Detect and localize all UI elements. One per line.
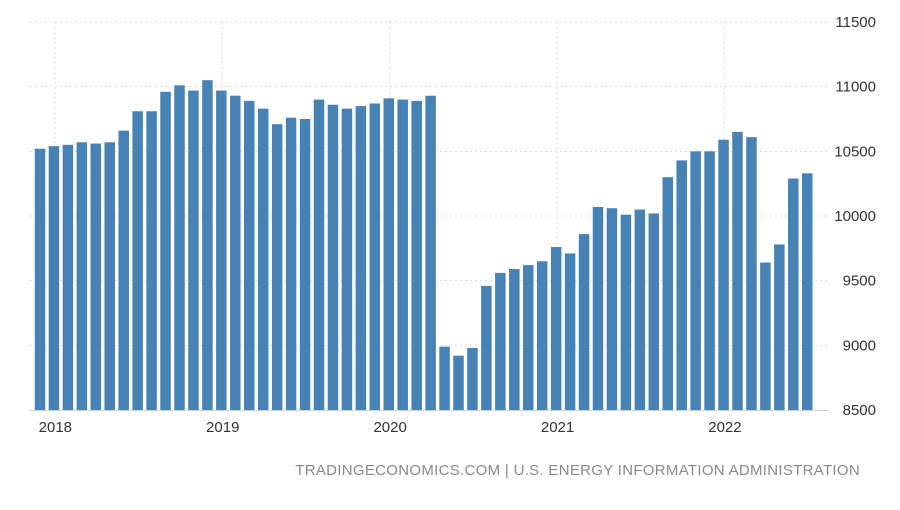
bar [369, 103, 381, 410]
bar [592, 206, 604, 410]
bar [160, 91, 171, 410]
bar [285, 117, 297, 411]
bar [774, 244, 785, 410]
bar [327, 104, 339, 411]
bar [704, 151, 715, 410]
bar [257, 108, 269, 411]
bar [495, 272, 506, 410]
x-tick-label: 2018 [39, 419, 72, 436]
bar [174, 85, 185, 411]
bar [509, 269, 520, 410]
y-tick-label: 11500 [835, 14, 876, 31]
bar [536, 261, 548, 410]
y-tick-label: 9500 [843, 273, 876, 290]
bar [146, 111, 157, 411]
bar [244, 100, 255, 410]
y-tick-label: 11000 [835, 79, 876, 96]
bar [271, 124, 283, 411]
bar [648, 213, 660, 410]
bar [355, 106, 367, 410]
bar [453, 355, 464, 410]
bar [620, 214, 632, 410]
bar [48, 146, 60, 410]
bar [676, 160, 687, 410]
bar [104, 142, 115, 410]
x-tick-label: 2021 [541, 419, 574, 436]
bar [788, 178, 799, 410]
bar [550, 247, 562, 410]
bar-series [34, 80, 813, 411]
bar [802, 173, 813, 410]
x-tick-label: 2020 [373, 419, 406, 436]
bar [467, 347, 478, 410]
bar [439, 346, 450, 410]
bar [299, 119, 311, 410]
bar [760, 262, 771, 410]
x-tick-label: 2019 [206, 419, 239, 436]
y-tick-label: 10500 [834, 143, 876, 160]
bar [523, 265, 534, 410]
bar [383, 98, 394, 410]
bar [34, 148, 46, 410]
bar [732, 131, 743, 410]
bar [397, 99, 408, 410]
bar [62, 144, 74, 410]
bar [76, 142, 88, 410]
bar [718, 139, 729, 410]
bar [411, 100, 422, 410]
y-tick-label: 8500 [843, 402, 876, 419]
bar [578, 234, 590, 410]
y-tick-label: 10000 [834, 208, 876, 225]
bar [118, 130, 129, 410]
bar [564, 253, 576, 410]
bar [216, 90, 227, 411]
bar [746, 137, 757, 411]
bar [132, 111, 143, 411]
bar [425, 95, 436, 410]
bar [90, 143, 102, 410]
axes: 11500 11000 10500 10000 9500 9000 8500 2018 2019… [30, 14, 876, 436]
bar [313, 99, 325, 410]
bar [202, 80, 213, 410]
y-tick-label: 9000 [843, 337, 876, 354]
bar [606, 208, 618, 410]
bar [481, 285, 492, 410]
bar [690, 151, 701, 410]
bar [341, 108, 353, 411]
source-attribution: TRADINGECONOMICS.COM | U.S. ENERGY INFOR… [295, 462, 860, 479]
bar [634, 209, 646, 410]
bar [662, 177, 673, 410]
x-tick-label: 2022 [708, 419, 741, 436]
bar [230, 95, 241, 410]
bar [188, 90, 199, 411]
